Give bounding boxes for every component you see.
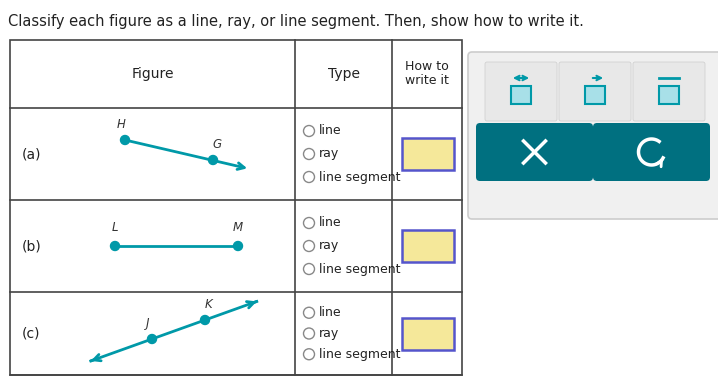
Text: line segment: line segment [319,348,401,361]
Bar [585,86,605,104]
Text: How to: How to [405,60,449,74]
Circle shape [304,217,314,228]
Circle shape [304,264,314,274]
Circle shape [200,315,210,325]
Text: line segment: line segment [319,171,401,183]
Text: line: line [319,306,342,319]
Text: (a): (a) [22,147,42,161]
FancyBboxPatch shape [593,123,710,181]
Text: line: line [319,216,342,229]
Text: line segment: line segment [319,262,401,276]
Bar [659,86,679,104]
Text: ray: ray [319,327,339,340]
Bar [402,230,454,262]
Bar [10,40,462,375]
Text: L: L [112,221,118,234]
Text: J: J [146,317,150,330]
FancyBboxPatch shape [468,52,718,219]
Circle shape [304,171,314,183]
FancyBboxPatch shape [476,123,593,181]
Circle shape [304,149,314,159]
Text: ray: ray [319,240,339,252]
Circle shape [304,349,314,360]
Text: Figure: Figure [131,67,174,81]
Circle shape [233,241,243,250]
Text: G: G [213,138,222,151]
Circle shape [304,307,314,318]
Text: Classify each figure as a line, ray, or line segment. Then, show how to write it: Classify each figure as a line, ray, or … [8,14,584,29]
Circle shape [147,334,157,344]
Text: ray: ray [319,147,339,161]
Circle shape [304,240,314,252]
Text: Type: Type [327,67,360,81]
Text: (c): (c) [22,327,40,341]
Circle shape [304,125,314,137]
Bar [511,86,531,104]
FancyBboxPatch shape [559,62,631,121]
FancyBboxPatch shape [633,62,705,121]
Text: K: K [205,298,213,311]
Text: line: line [319,125,342,137]
Circle shape [111,241,119,250]
Bar [402,317,454,349]
FancyBboxPatch shape [485,62,557,121]
Circle shape [208,156,218,164]
Bar [402,138,454,170]
Text: (b): (b) [22,239,42,253]
Circle shape [121,135,129,144]
Circle shape [304,328,314,339]
Text: M: M [233,221,243,234]
Text: write it: write it [405,75,449,87]
Text: H: H [116,118,126,131]
